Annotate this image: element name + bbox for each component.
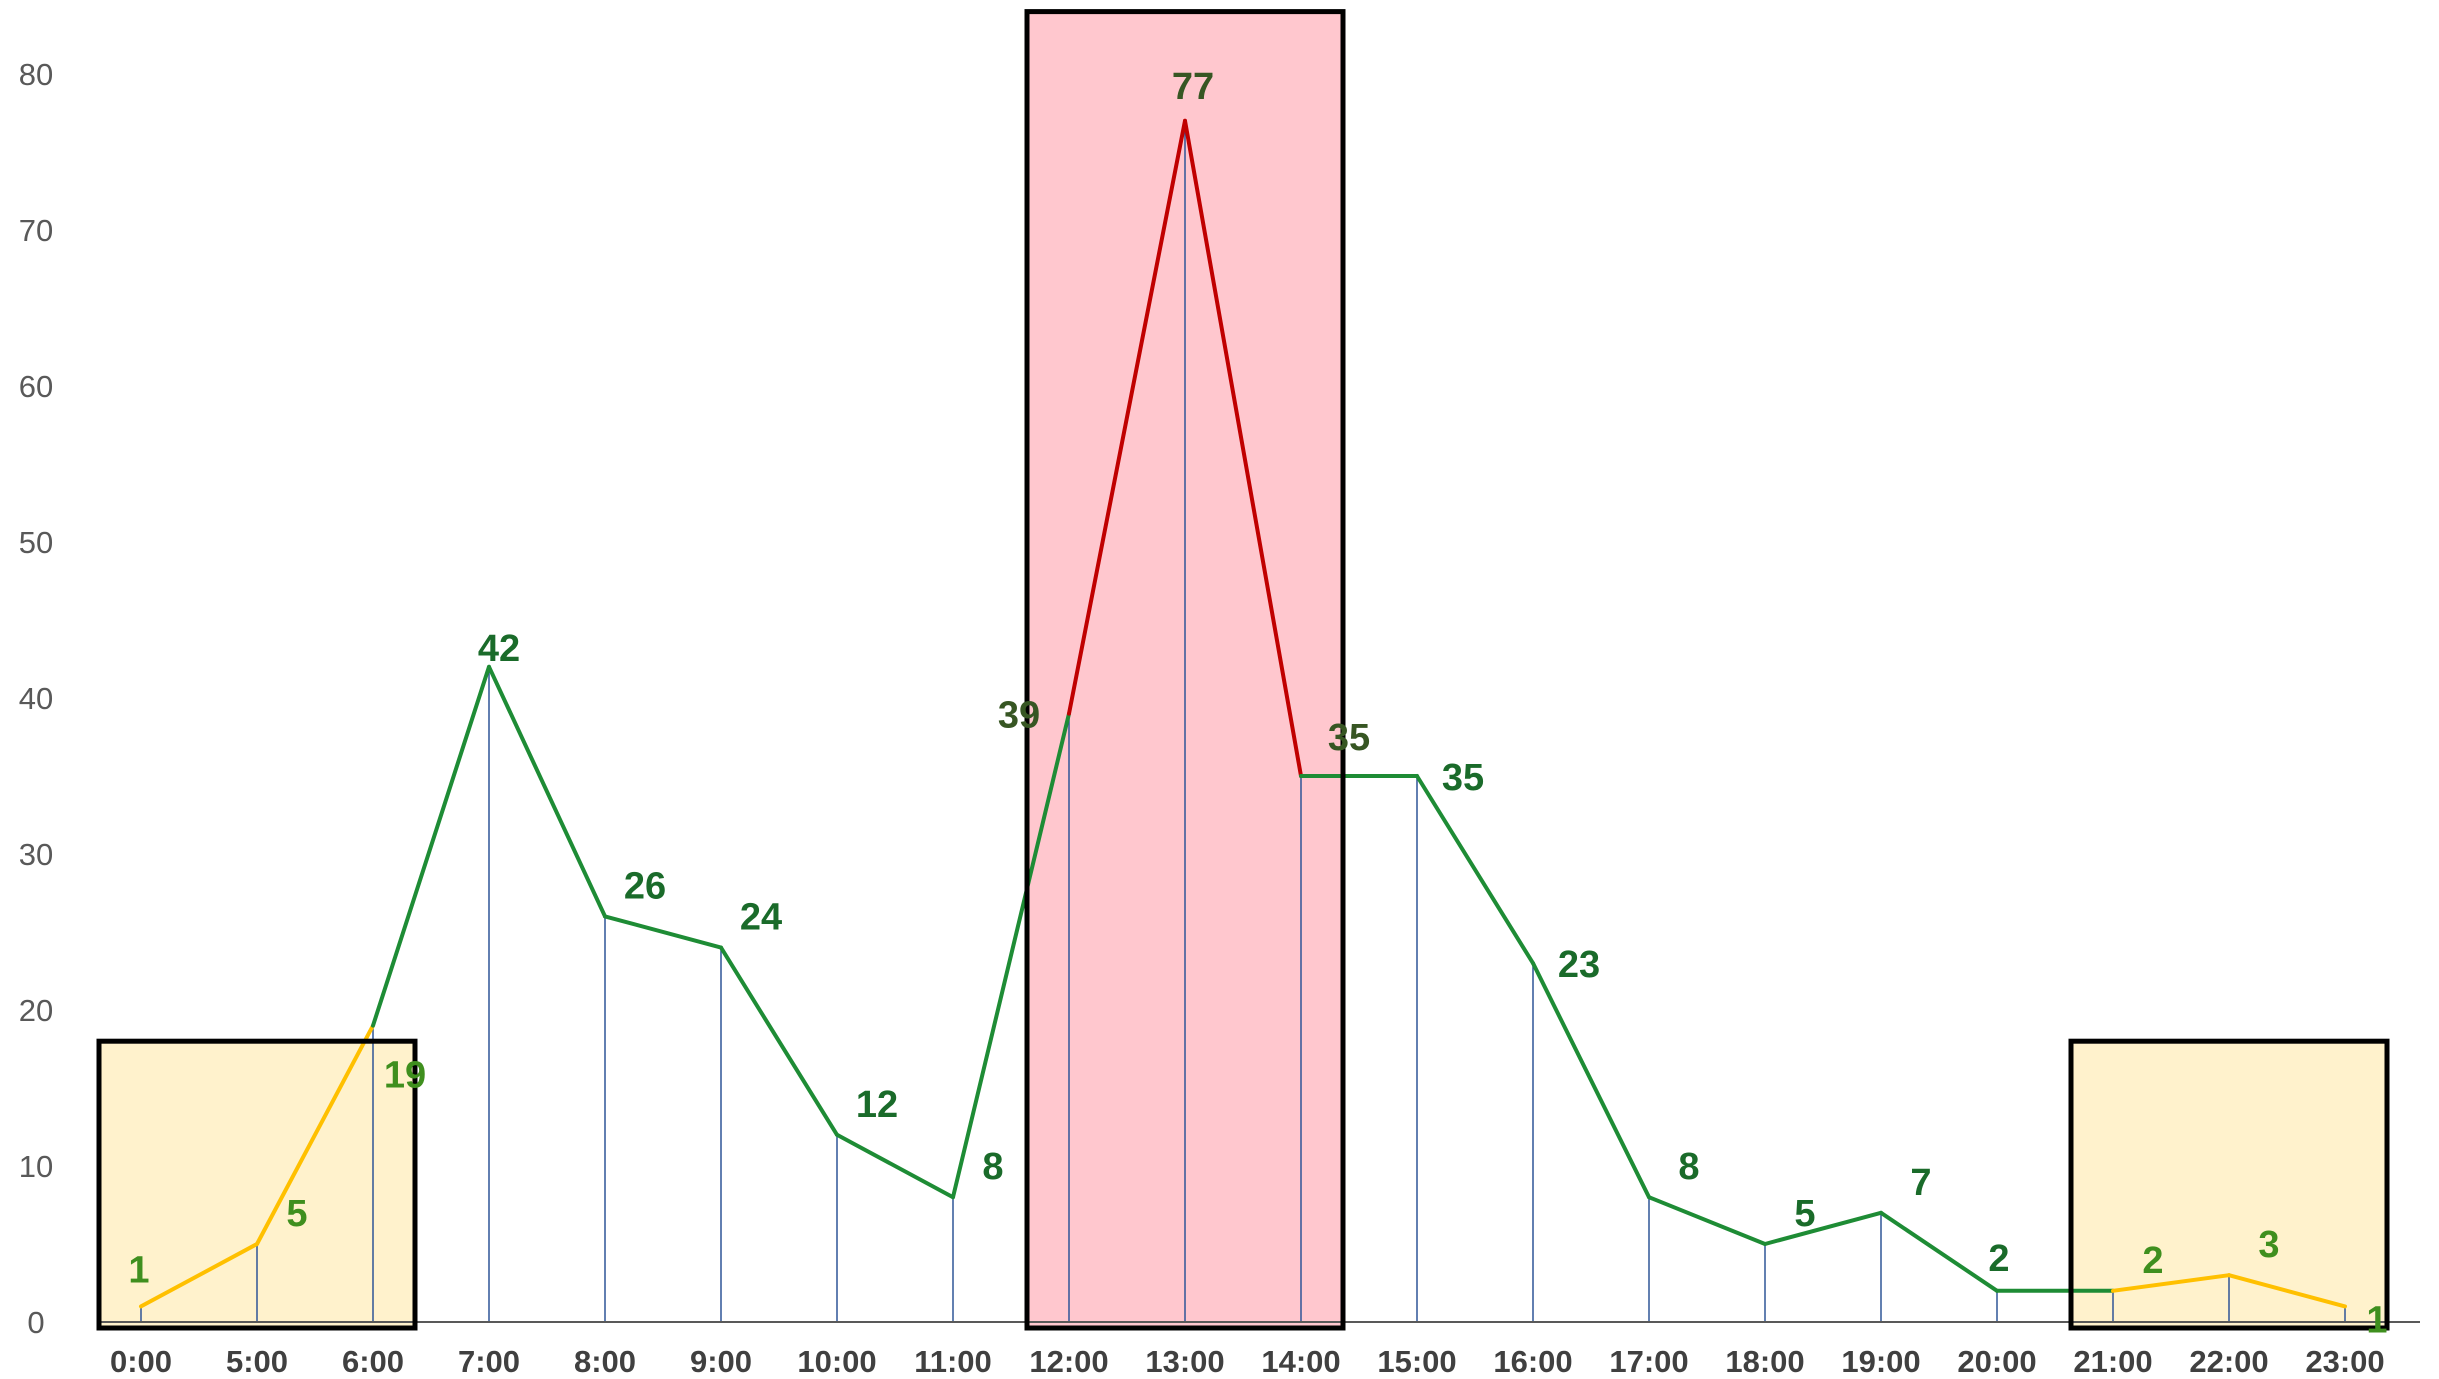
line-segment (719, 945, 839, 1137)
data-line (139, 118, 2347, 1309)
x-tick-label: 23:00 (2305, 1344, 2384, 1379)
y-tick-label: 0 (27, 1305, 44, 1340)
data-label: 3 (2258, 1224, 2279, 1266)
data-label: 5 (286, 1193, 307, 1235)
line-segment (2111, 1273, 2231, 1293)
data-label: 8 (982, 1146, 1003, 1188)
data-label: 26 (624, 865, 666, 907)
line-segment (1415, 774, 1535, 966)
y-tick-label: 30 (19, 837, 53, 872)
data-label: 77 (1172, 66, 1214, 108)
drop-lines (140, 120, 2346, 1322)
line-segment (1879, 1210, 1999, 1293)
y-tick-label: 20 (19, 993, 53, 1028)
line-segment (487, 664, 607, 919)
data-label: 24 (740, 897, 782, 939)
x-tick-label: 6:00 (342, 1344, 404, 1379)
x-tick-label: 9:00 (690, 1344, 752, 1379)
data-label: 2 (2142, 1240, 2163, 1282)
y-tick-label: 40 (19, 681, 53, 716)
x-tick-label: 15:00 (1377, 1344, 1456, 1379)
region-borders (96, 9, 2390, 1331)
line-segment (1067, 118, 1187, 716)
data-label: 2 (1988, 1238, 2009, 1280)
y-tick-label: 50 (19, 525, 53, 560)
line-segment (2227, 1273, 2347, 1309)
data-label: 35 (1328, 717, 1370, 759)
x-tick-label: 8:00 (574, 1344, 636, 1379)
highlight-region-border-1 (1024, 9, 1346, 1331)
x-tick-label: 13:00 (1145, 1344, 1224, 1379)
line-segment (1183, 118, 1303, 778)
data-label: 7 (1910, 1162, 1931, 1204)
line-segment (835, 1132, 955, 1200)
y-tick-label: 60 (19, 369, 53, 404)
data-label: 39 (998, 695, 1040, 737)
y-axis-ticks: 0 10 20 30 40 50 60 70 80 (19, 57, 53, 1340)
x-tick-label: 11:00 (914, 1344, 992, 1379)
x-tick-label: 21:00 (2073, 1344, 2152, 1379)
x-tick-label: 5:00 (226, 1344, 288, 1379)
data-label: 23 (1558, 944, 1600, 986)
x-tick-label: 7:00 (458, 1344, 520, 1379)
data-label: 1 (128, 1249, 149, 1291)
line-segment (1647, 1195, 1767, 1246)
highlight-region-border-0 (96, 1038, 418, 1331)
y-tick-label: 10 (19, 1149, 53, 1184)
x-tick-label: 20:00 (1957, 1344, 2036, 1379)
x-axis-ticks: 0:00 5:00 6:00 7:00 8:00 9:00 10:00 11:00 12:00 1… (110, 1344, 2385, 1379)
line-segment (1763, 1210, 1883, 1246)
data-label: 19 (384, 1055, 426, 1097)
line-segment (139, 1242, 259, 1309)
data-label: 1 (2366, 1299, 2387, 1341)
x-tick-label: 18:00 (1725, 1344, 1804, 1379)
line-segment (255, 1023, 375, 1246)
x-tick-label: 19:00 (1841, 1344, 1920, 1379)
x-tick-label: 16:00 (1493, 1344, 1572, 1379)
data-label: 5 (1794, 1193, 1815, 1235)
line-segment (603, 914, 723, 950)
x-tick-label: 22:00 (2189, 1344, 2268, 1379)
data-label: 42 (478, 628, 520, 670)
highlight-region-border-2 (2068, 1038, 2390, 1331)
x-tick-label: 0:00 (110, 1344, 172, 1379)
line-segment (951, 711, 1071, 1200)
data-label: 35 (1442, 757, 1484, 799)
data-label: 12 (856, 1084, 898, 1126)
x-tick-label: 12:00 (1029, 1344, 1108, 1379)
x-tick-label: 10:00 (797, 1344, 876, 1379)
y-tick-label: 80 (19, 57, 53, 92)
data-label: 8 (1678, 1146, 1699, 1188)
line-segment (1531, 961, 1651, 1200)
x-tick-label: 14:00 (1261, 1344, 1340, 1379)
x-tick-label: 17:00 (1609, 1344, 1688, 1379)
line-segment (371, 664, 491, 1028)
y-tick-label: 70 (19, 213, 53, 248)
highlight-regions (99, 11, 2387, 1329)
